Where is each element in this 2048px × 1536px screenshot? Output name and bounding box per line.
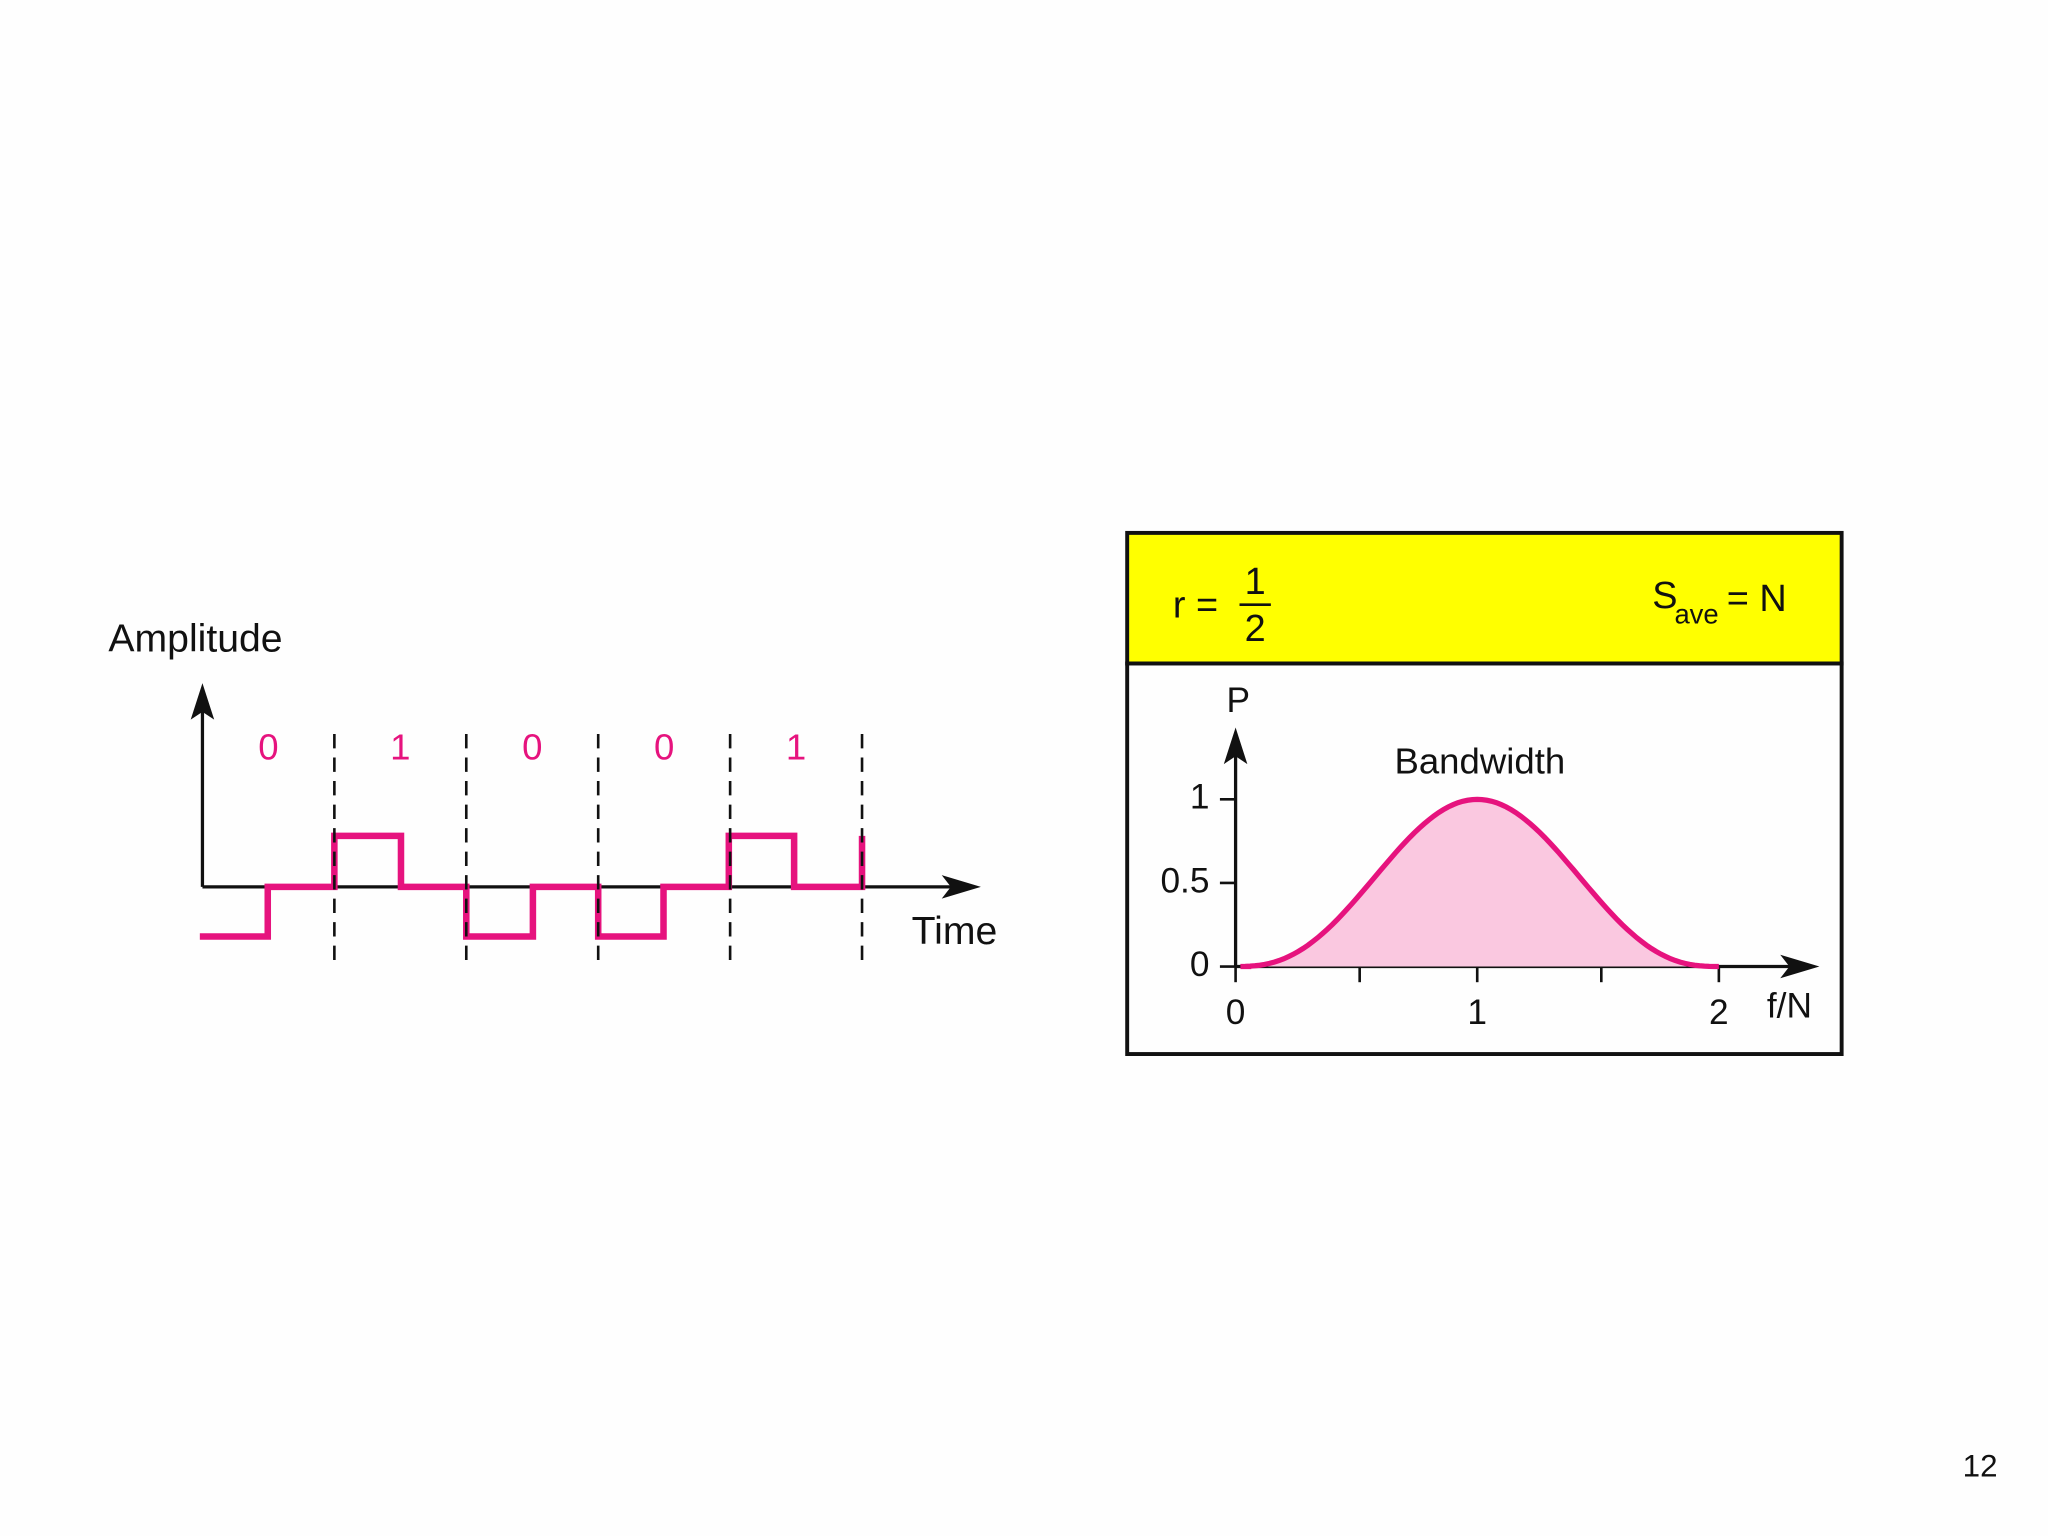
x-arrow [941, 875, 981, 899]
x-axis-label: f/N [1767, 987, 1812, 1026]
x-tick-label: 2 [1709, 993, 1729, 1032]
curve-label: Bandwidth [1394, 741, 1565, 782]
signal-subscript: ave [1674, 599, 1718, 630]
y-axis-label: P [1226, 681, 1250, 720]
x-tick-label: 1 [1467, 993, 1487, 1032]
x-tick-label: 0 [1226, 993, 1246, 1032]
bit-label: 0 [522, 726, 542, 767]
page-number: 12 [1963, 1448, 1998, 1483]
ratio-lhs: r = [1173, 584, 1218, 626]
bit-label: 1 [390, 726, 410, 767]
header-box [1125, 530, 1844, 666]
signal [199, 832, 866, 940]
curve [1240, 796, 1719, 970]
curve-area [1240, 799, 1719, 967]
y-tick-label: 0.5 [1160, 861, 1209, 900]
y-tick-label: 0 [1190, 945, 1210, 984]
x-arrow [1780, 954, 1820, 979]
y-arrow [190, 683, 215, 720]
signal-rhs: = N [1727, 578, 1787, 620]
y-arrow [1223, 727, 1248, 765]
bit-label: 1 [786, 726, 806, 767]
bit-label: 0 [258, 726, 278, 767]
spectrum-diagram: r = 1 2 S ave = N P f/N Bandwidth 0 0.5 1 0… [1125, 530, 1844, 1056]
waveform-diagram: Amplitude Time 0 1 0 0 1 [108, 618, 998, 970]
y-tick-label: 1 [1190, 778, 1210, 817]
ratio-numerator: 1 [1245, 561, 1266, 603]
y-axis-label: Amplitude [108, 618, 282, 661]
ratio-denominator: 2 [1245, 608, 1266, 650]
bit-label: 0 [654, 726, 674, 767]
signal-symbol: S [1652, 575, 1677, 617]
x-axis-label: Time [912, 910, 998, 953]
